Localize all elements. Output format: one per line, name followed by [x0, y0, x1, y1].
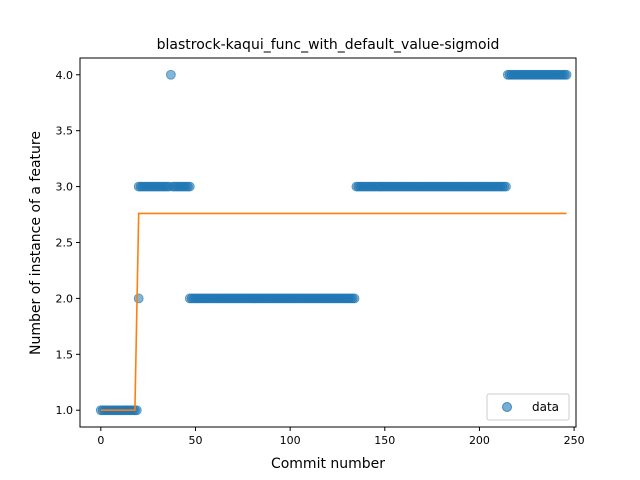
y-tick-label: 3.0 — [56, 181, 74, 194]
chart-title: blastrock-kaqui_func_with_default_value-… — [157, 37, 500, 53]
y-tick-label: 3.5 — [56, 125, 74, 138]
fit-line — [101, 213, 567, 410]
x-axis-label: Commit number — [271, 456, 385, 472]
data-point — [166, 70, 175, 79]
legend-label-data: data — [532, 400, 559, 414]
x-tick-label: 150 — [374, 434, 395, 447]
x-tick-label: 0 — [97, 434, 104, 447]
y-tick-label: 2.5 — [56, 237, 74, 250]
y-tick-label: 2.0 — [56, 292, 74, 305]
data-point — [134, 294, 143, 303]
y-tick-label: 4.0 — [56, 69, 74, 82]
data-point — [350, 294, 359, 303]
x-axis: 0 50 100 150 200 250 — [97, 427, 584, 447]
legend: data — [487, 394, 569, 420]
x-tick-label: 100 — [280, 434, 301, 447]
y-tick-label: 1.0 — [56, 404, 74, 417]
x-tick-label: 200 — [469, 434, 490, 447]
y-axis-label: Number of instance of a feature — [28, 131, 44, 355]
legend-marker-data — [503, 403, 512, 412]
data-point — [185, 182, 194, 191]
data-point — [501, 182, 510, 191]
plot-frame — [80, 58, 576, 427]
y-tick-label: 1.5 — [56, 348, 74, 361]
series-layer — [96, 70, 571, 414]
y-axis: 1.0 1.5 2.0 2.5 3.0 3.5 4.0 — [56, 69, 81, 417]
data-point — [562, 70, 571, 79]
x-tick-label: 50 — [188, 434, 202, 447]
x-tick-label: 250 — [564, 434, 585, 447]
